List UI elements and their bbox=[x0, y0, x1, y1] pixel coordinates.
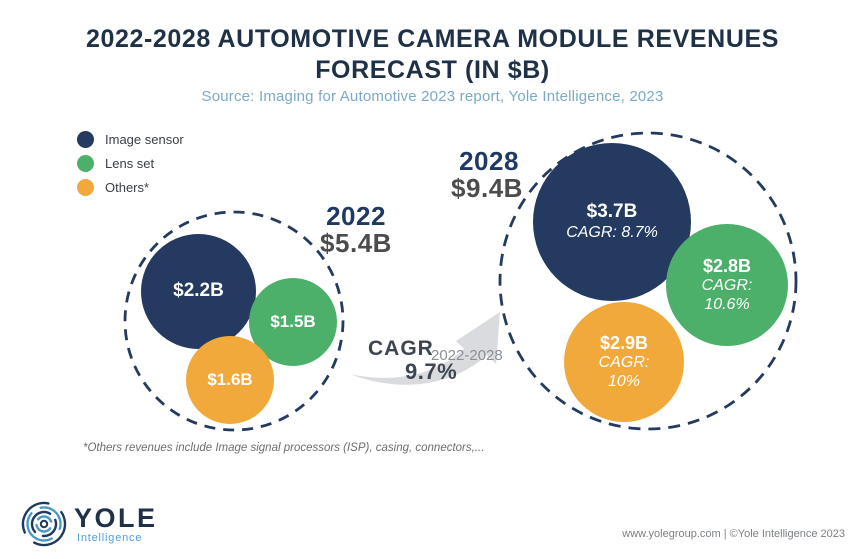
brand-name: YOLE bbox=[74, 503, 158, 533]
legend-label: Lens set bbox=[105, 156, 155, 171]
bubble-2022-image-sensor: $2.2B bbox=[141, 234, 256, 349]
footnote: *Others revenues include Image signal pr… bbox=[83, 442, 485, 454]
page-title: 2022-2028 AUTOMOTIVE CAMERA MODULE REVEN… bbox=[0, 24, 865, 85]
label-total-2028: $9.4B bbox=[451, 173, 523, 203]
bubble-cagr: CAGR: 8.7% bbox=[566, 223, 658, 241]
legend-label: Others* bbox=[105, 180, 150, 195]
bubble-2022-others: $1.6B bbox=[186, 336, 274, 424]
bubble-2028-lens-set: $2.8B CAGR: 10.6% bbox=[666, 224, 788, 346]
label-total-2022: $5.4B bbox=[320, 228, 392, 258]
legend-item-others: Others* bbox=[77, 179, 184, 196]
bubble-value: $3.7B bbox=[586, 201, 638, 223]
brand-subtitle: Intelligence bbox=[77, 532, 143, 544]
source-subtitle: Source: Imaging for Automotive 2023 repo… bbox=[201, 88, 664, 105]
cagr-annotation-period: 2022-2028 bbox=[431, 347, 503, 364]
cagr-annotation-value: 9.7% bbox=[405, 359, 458, 384]
legend: Image sensor Lens set Others* bbox=[77, 131, 184, 203]
label-year-2022: 2022 bbox=[326, 201, 386, 231]
legend-item-lens-set: Lens set bbox=[77, 155, 184, 172]
dashed-circle-2028 bbox=[498, 131, 798, 431]
legend-dot-navy-icon bbox=[77, 131, 94, 148]
bubble-value: $2.2B bbox=[173, 280, 224, 302]
footer-credit: www.yolegroup.com | ©Yole Intelligence 2… bbox=[622, 528, 845, 540]
bubble-value: $2.9B bbox=[599, 332, 649, 353]
bubble-2028-others: $2.9B CAGR: 10% bbox=[564, 302, 684, 422]
legend-dot-orange-icon bbox=[77, 179, 94, 196]
bubble-cagr: CAGR: 10.6% bbox=[701, 276, 753, 313]
bubble-2028-image-sensor: $3.7B CAGR: 8.7% bbox=[533, 143, 691, 301]
dashed-circle-2022 bbox=[123, 210, 345, 432]
bubble-value: $1.6B bbox=[207, 369, 253, 389]
bubble-value: $1.5B bbox=[270, 311, 316, 331]
page-title-line1: 2022-2028 AUTOMOTIVE CAMERA MODULE REVEN… bbox=[85, 25, 780, 53]
legend-label: Image sensor bbox=[105, 132, 184, 147]
label-year-2028: 2028 bbox=[459, 146, 519, 176]
bubble-value: $2.8B bbox=[702, 255, 752, 276]
page-title-line2: FORECAST (IN $B) bbox=[315, 55, 550, 84]
cagr-annotation-label: CAGR bbox=[368, 337, 434, 360]
growth-arrow-icon bbox=[350, 312, 500, 385]
bubble-cagr: CAGR: 10% bbox=[598, 353, 650, 390]
legend-dot-green-icon bbox=[77, 155, 94, 172]
legend-item-image-sensor: Image sensor bbox=[77, 131, 184, 148]
yole-logo-icon bbox=[21, 501, 67, 547]
